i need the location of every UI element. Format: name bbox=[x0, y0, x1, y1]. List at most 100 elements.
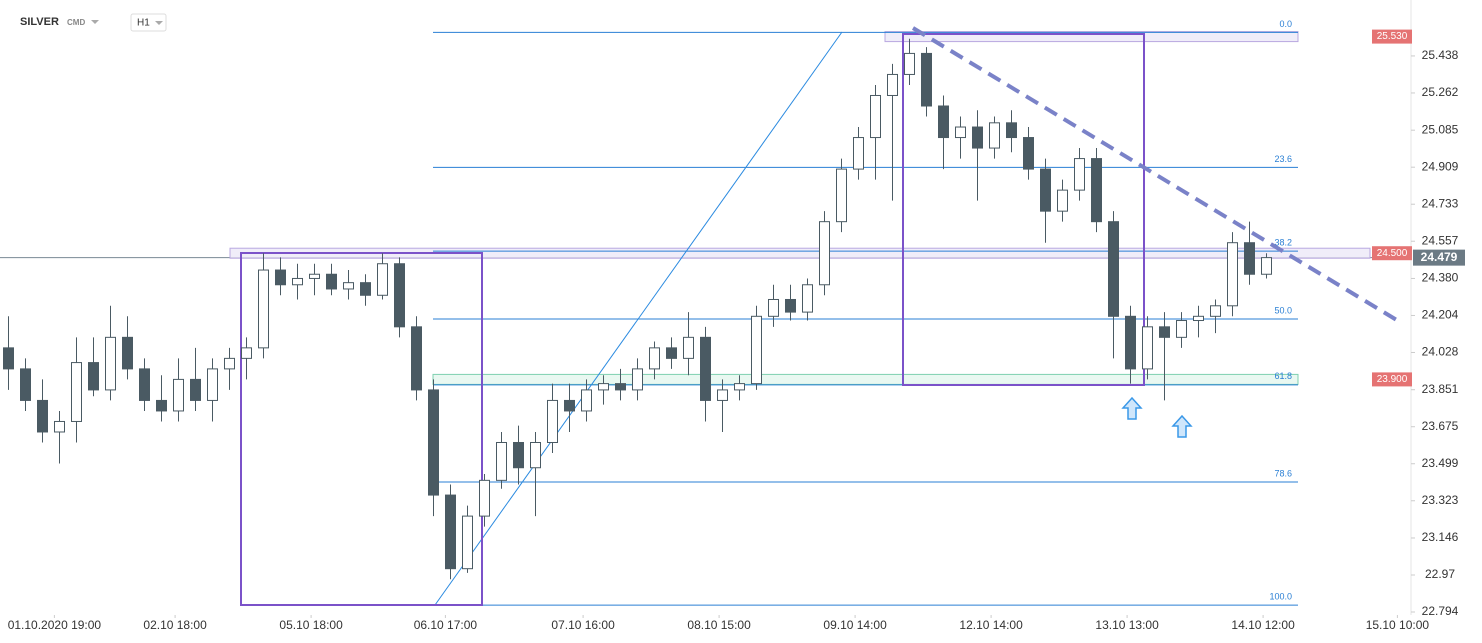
candle-body bbox=[751, 315, 762, 385]
candle-body bbox=[1091, 158, 1102, 223]
candle-body bbox=[139, 368, 150, 401]
candle-body bbox=[173, 378, 184, 412]
candle-body bbox=[3, 347, 14, 370]
candle-body bbox=[666, 347, 677, 359]
interval-select[interactable] bbox=[130, 13, 167, 32]
candle-body bbox=[428, 389, 439, 496]
price-tag bbox=[1372, 29, 1412, 44]
candle-body bbox=[1108, 221, 1119, 317]
candle-body bbox=[802, 284, 813, 313]
candle-body bbox=[870, 94, 881, 139]
candle-body bbox=[649, 347, 660, 370]
candle-body bbox=[1244, 242, 1255, 275]
dropdown-icon[interactable] bbox=[155, 21, 163, 25]
candle-body bbox=[972, 126, 983, 149]
x-tick-label: 12.10 14:00 bbox=[959, 618, 1023, 632]
candle-body bbox=[105, 336, 116, 391]
y-tick-label: 23.499 bbox=[1422, 456, 1459, 470]
price-tag-label: 25.530 bbox=[1377, 31, 1408, 42]
candle-body bbox=[479, 479, 490, 517]
fib-label: 100.0 bbox=[1269, 591, 1292, 601]
candle-body bbox=[1210, 305, 1221, 317]
candle-body bbox=[156, 399, 167, 412]
candle-body bbox=[445, 494, 456, 570]
dropdown-icon[interactable] bbox=[91, 20, 99, 24]
y-tick-label: 22.97 bbox=[1425, 567, 1455, 581]
interval[interactable]: H1 bbox=[137, 18, 150, 29]
y-tick-label: 22.794 bbox=[1422, 604, 1459, 618]
price-zone bbox=[229, 247, 1371, 259]
candle-body bbox=[241, 347, 252, 359]
candle-body bbox=[258, 269, 269, 349]
candle-body bbox=[343, 282, 354, 290]
candle-body bbox=[530, 441, 541, 469]
x-tick-label: 13.10 13:00 bbox=[1095, 618, 1159, 632]
candle-body bbox=[1006, 122, 1017, 139]
candle-body bbox=[581, 389, 592, 412]
candle-body bbox=[275, 269, 286, 286]
candle-body bbox=[1040, 168, 1051, 212]
x-tick-label: 14.10 12:00 bbox=[1231, 618, 1295, 632]
candle-body bbox=[224, 357, 235, 370]
candle-body bbox=[1159, 326, 1170, 338]
y-tick-label: 23.675 bbox=[1422, 419, 1459, 433]
x-tick-label: 06.10 17:00 bbox=[414, 618, 478, 632]
x-tick-label: 15.10 10:00 bbox=[1366, 618, 1430, 632]
y-tick-label: 23.323 bbox=[1422, 493, 1459, 507]
price-zone bbox=[884, 31, 1299, 43]
candle-body bbox=[1193, 315, 1204, 322]
fib-label: 50.0 bbox=[1274, 305, 1292, 315]
candle-body bbox=[887, 73, 898, 96]
y-tick-label: 24.028 bbox=[1422, 345, 1459, 359]
candle-body bbox=[564, 399, 575, 412]
y-tick-label: 23.851 bbox=[1422, 382, 1459, 396]
candle-body bbox=[360, 282, 371, 296]
candle-body bbox=[1057, 189, 1068, 212]
candle-body bbox=[190, 378, 201, 401]
y-tick-label: 24.733 bbox=[1422, 196, 1459, 210]
range-box bbox=[240, 252, 483, 606]
candle-body bbox=[547, 399, 558, 443]
fib-label: 61.8 bbox=[1274, 371, 1292, 381]
candle-body bbox=[836, 168, 847, 223]
candle-body bbox=[292, 277, 303, 286]
candle-body bbox=[309, 273, 320, 279]
y-tick-label: 25.085 bbox=[1422, 122, 1459, 136]
candle-body bbox=[513, 441, 524, 469]
x-tick-label: 02.10 18:00 bbox=[143, 618, 207, 632]
candle-body bbox=[1142, 326, 1153, 370]
candle-body bbox=[955, 126, 966, 139]
price-zone bbox=[432, 373, 1299, 385]
candle-body bbox=[1074, 158, 1085, 191]
y-tick-label: 24.204 bbox=[1422, 308, 1459, 322]
candle-body bbox=[819, 221, 830, 286]
candle-body bbox=[71, 362, 82, 422]
range-box bbox=[902, 33, 1145, 386]
price-tag bbox=[1372, 372, 1412, 387]
candle-body bbox=[122, 336, 133, 370]
candle-body bbox=[1125, 315, 1136, 370]
x-tick-label: 09.10 14:00 bbox=[823, 618, 887, 632]
fib-label: 0.0 bbox=[1279, 19, 1292, 29]
price-tag-label: 23.900 bbox=[1377, 374, 1408, 385]
x-tick-label: 01.10.2020 19:00 bbox=[8, 618, 102, 632]
resistance-line bbox=[911, 26, 1402, 324]
candle-body bbox=[938, 105, 949, 139]
x-tick-label: 08.10 15:00 bbox=[687, 618, 751, 632]
candle-body bbox=[88, 362, 99, 391]
candle-body bbox=[734, 383, 745, 391]
candle-body bbox=[632, 368, 643, 391]
market[interactable]: CMD bbox=[67, 18, 85, 27]
price-tag bbox=[1372, 246, 1412, 261]
last-price-tag bbox=[1413, 249, 1465, 266]
candle-body bbox=[496, 441, 507, 481]
candle-body bbox=[326, 273, 337, 290]
y-tick-label: 25.438 bbox=[1422, 48, 1459, 62]
y-tick-label: 23.146 bbox=[1422, 530, 1459, 544]
price-tag-label: 24.500 bbox=[1377, 248, 1408, 259]
candle-body bbox=[989, 122, 1000, 149]
candle-body bbox=[411, 326, 422, 391]
y-tick-label: 24.909 bbox=[1422, 159, 1459, 173]
fib-label: 23.6 bbox=[1274, 154, 1292, 164]
